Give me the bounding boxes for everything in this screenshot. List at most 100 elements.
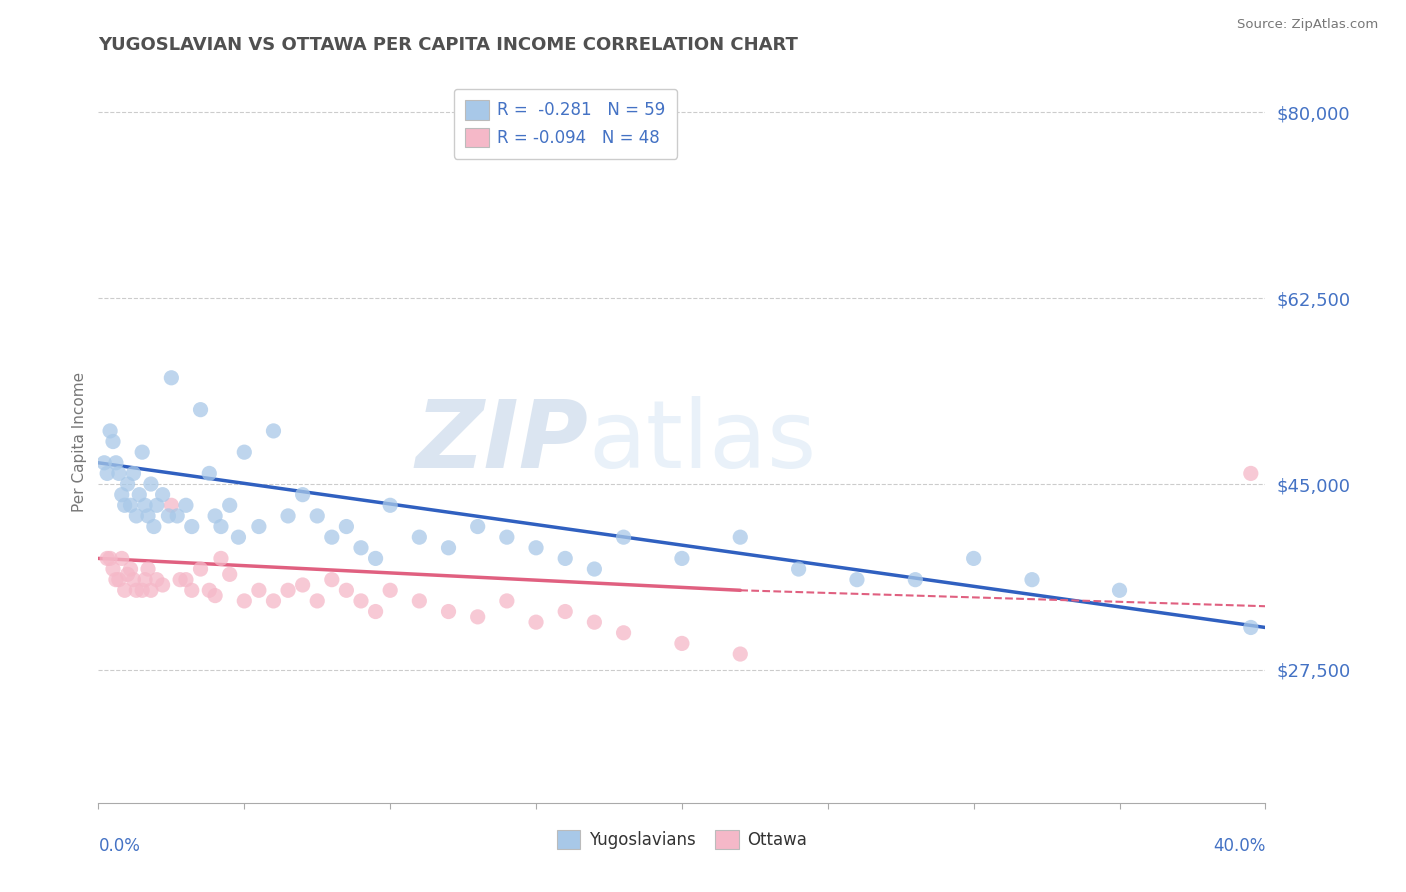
Point [142, 519, 165, 533]
Point [218, 567, 240, 582]
Point [139, 477, 162, 491]
Point [204, 508, 226, 523]
Text: 0.0%: 0.0% [98, 837, 141, 855]
Point [198, 467, 221, 481]
Point [120, 562, 142, 576]
Point [307, 594, 329, 608]
Point [139, 583, 162, 598]
Point [350, 594, 373, 608]
Point [524, 541, 547, 555]
Point [496, 530, 519, 544]
Point [104, 456, 127, 470]
Point [583, 615, 606, 630]
Point [160, 371, 183, 385]
Point [467, 519, 489, 533]
Point [228, 530, 250, 544]
Point [117, 567, 139, 582]
Point [1240, 467, 1263, 481]
Point [335, 583, 357, 598]
Point [96, 467, 118, 481]
Point [131, 583, 153, 598]
Point [671, 636, 693, 650]
Point [111, 488, 134, 502]
Point [218, 498, 240, 512]
Point [262, 594, 284, 608]
Point [321, 573, 343, 587]
Point [247, 519, 270, 533]
Point [174, 498, 197, 512]
Point [169, 573, 191, 587]
Point [128, 488, 150, 502]
Point [166, 508, 188, 523]
Point [408, 530, 430, 544]
Point [730, 530, 752, 544]
Point [787, 562, 810, 576]
Point [524, 615, 547, 630]
Point [180, 519, 202, 533]
Y-axis label: Per Capita Income: Per Capita Income [72, 371, 87, 512]
Text: YUGOSLAVIAN VS OTTAWA PER CAPITA INCOME CORRELATION CHART: YUGOSLAVIAN VS OTTAWA PER CAPITA INCOME … [98, 36, 799, 54]
Point [198, 583, 221, 598]
Point [101, 562, 124, 576]
Point [125, 583, 148, 598]
Point [209, 519, 232, 533]
Point [671, 551, 693, 566]
Point [134, 498, 156, 512]
Point [335, 519, 357, 533]
Point [204, 589, 226, 603]
Point [583, 562, 606, 576]
Point [108, 467, 131, 481]
Point [122, 467, 145, 481]
Point [1240, 620, 1263, 634]
Point [174, 573, 197, 587]
Point [209, 551, 232, 566]
Point [134, 573, 156, 587]
Point [730, 647, 752, 661]
Point [437, 605, 460, 619]
Point [152, 488, 174, 502]
Point [962, 551, 984, 566]
Point [160, 498, 183, 512]
Point [101, 434, 124, 449]
Point [554, 605, 576, 619]
Point [291, 578, 314, 592]
Point [98, 551, 121, 566]
Point [125, 508, 148, 523]
Point [117, 477, 139, 491]
Point [350, 541, 373, 555]
Point [846, 573, 869, 587]
Point [180, 583, 202, 598]
Point [98, 424, 121, 438]
Point [146, 573, 169, 587]
Point [136, 562, 159, 576]
Point [380, 498, 402, 512]
Point [190, 562, 212, 576]
Point [408, 594, 430, 608]
Point [277, 583, 299, 598]
Point [157, 508, 180, 523]
Point [114, 498, 136, 512]
Point [904, 573, 927, 587]
Point [364, 551, 387, 566]
Point [612, 625, 634, 640]
Point [120, 498, 142, 512]
Point [190, 402, 212, 417]
Point [93, 456, 115, 470]
Point [612, 530, 634, 544]
Point [233, 445, 256, 459]
Point [554, 551, 576, 566]
Point [247, 583, 270, 598]
Point [146, 498, 169, 512]
Point [380, 583, 402, 598]
Text: atlas: atlas [589, 395, 817, 488]
Point [291, 488, 314, 502]
Point [104, 573, 127, 587]
Point [277, 508, 299, 523]
Point [114, 583, 136, 598]
Legend: Yugoslavians, Ottawa: Yugoslavians, Ottawa [547, 821, 817, 860]
Point [437, 541, 460, 555]
Point [96, 551, 118, 566]
Text: ZIP: ZIP [416, 395, 589, 488]
Point [152, 578, 174, 592]
Point [108, 573, 131, 587]
